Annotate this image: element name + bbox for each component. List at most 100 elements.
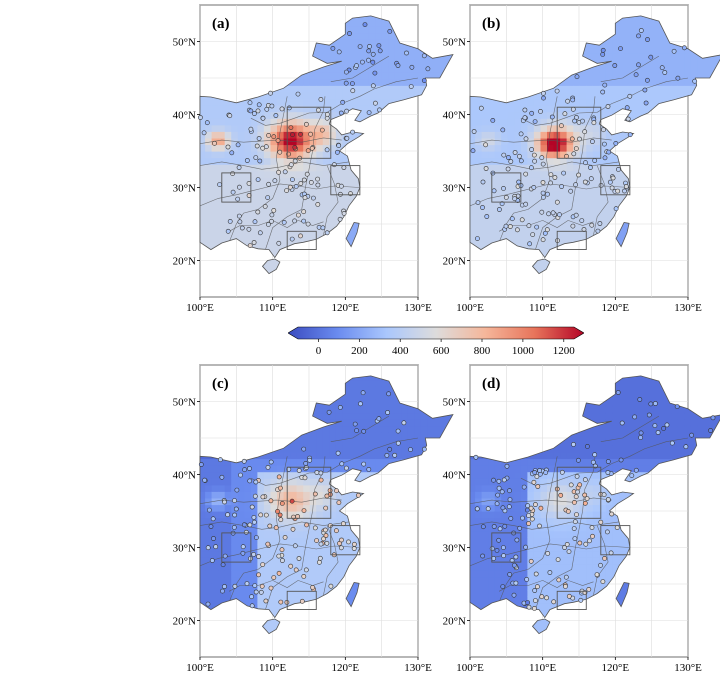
station-marker [475,236,480,241]
station-marker [526,521,531,526]
station-marker [664,422,670,428]
lon-tick-label: 100°E [456,662,484,674]
station-marker [265,195,271,200]
station-marker [578,597,584,603]
station-marker [602,82,608,88]
station-marker [485,506,491,512]
panel-label: (b) [482,16,500,32]
station-marker [602,555,607,561]
station-marker [278,599,284,605]
station-marker [537,468,542,473]
hainan-island [531,618,551,635]
station-marker [241,458,247,464]
region-box [286,590,317,611]
station-marker [528,505,534,511]
station-marker [256,136,262,141]
station-marker [540,237,546,243]
station-marker [566,593,572,599]
station-marker [483,142,488,148]
station-marker [225,228,231,234]
country-border [199,375,454,619]
station-marker [572,536,578,541]
station-marker [255,108,261,114]
station-marker [211,536,216,541]
station-marker [605,497,611,502]
station-marker [247,243,253,248]
station-marker [239,225,245,231]
station-marker [530,232,536,237]
station-marker [636,33,641,39]
station-marker [269,218,274,224]
map-panel-a: 100°E 110°E 120°E 130°E 20°N 30°N 40°N 50°N (a) [160,0,454,318]
station-marker [601,141,607,147]
lat-tick-label: 20°N [173,256,196,268]
station-marker [314,470,320,475]
station-marker [618,457,624,463]
lat-tick-label: 50°N [173,37,196,49]
station-marker [577,540,583,546]
station-marker [320,225,326,231]
station-marker [350,129,355,135]
station-marker [652,423,658,428]
station-marker [648,401,654,407]
station-marker [500,584,506,589]
station-marker [565,508,571,514]
station-marker [645,37,650,42]
station-marker [305,148,311,154]
station-marker [541,90,546,96]
station-marker [425,66,431,72]
station-marker [268,459,274,465]
station-marker [204,120,210,126]
station-marker [586,586,592,592]
station-marker [290,132,295,138]
lon-tick-label: 110°E [259,302,286,314]
station-marker [541,194,546,200]
station-marker [392,452,398,458]
station-marker [528,558,534,564]
station-marker [303,121,309,127]
station-marker [557,212,562,218]
station-marker [533,502,538,507]
station-marker [357,44,363,49]
station-marker [609,185,615,191]
station-marker [538,109,543,114]
station-marker [217,182,222,187]
station-marker [301,209,307,215]
station-marker [572,519,578,525]
station-marker [523,544,528,550]
taiwan-island [615,582,630,608]
station-marker [605,470,611,475]
station-marker [233,506,239,512]
station-marker [198,115,203,120]
station-marker [351,541,357,547]
station-marker [589,139,595,144]
station-marker [507,488,512,494]
taiwan-island [345,582,360,608]
station-marker [573,212,579,218]
station-marker [573,182,578,188]
station-marker [564,541,570,547]
station-marker [265,465,271,470]
station-marker [545,550,551,556]
station-marker [623,184,629,189]
station-marker [359,59,365,65]
station-marker [576,172,581,178]
station-marker [384,453,390,458]
station-marker [295,91,301,97]
station-marker [220,588,225,594]
station-marker [600,579,606,584]
station-marker [201,130,207,136]
station-marker [236,165,242,170]
lat-tick-label: 20°N [173,616,196,628]
station-marker [315,107,321,113]
station-marker [552,175,558,180]
station-marker [562,583,568,589]
station-marker [210,516,216,522]
station-marker [269,212,275,218]
station-marker [539,594,545,600]
station-marker [526,604,532,610]
station-marker [310,195,316,201]
station-marker [262,203,268,209]
station-marker [570,223,576,229]
station-marker [276,570,282,576]
